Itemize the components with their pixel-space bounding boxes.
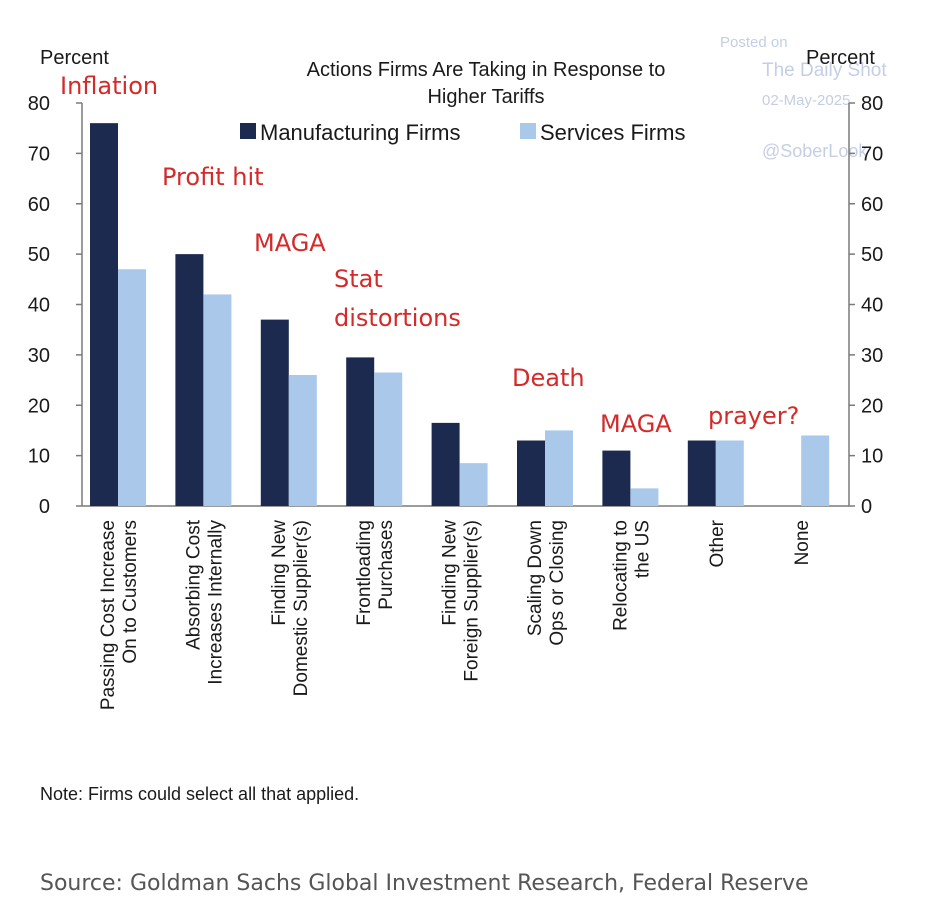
- bar-manufacturing-1: [175, 254, 204, 506]
- left-tick-label: 70: [28, 143, 50, 165]
- category-label-7: Other: [707, 519, 728, 567]
- category-label-line: Ops or Closing: [547, 520, 568, 646]
- annotation-stat-line-1: Stat: [334, 265, 383, 293]
- category-label-2: Finding New Domestic Supplier(s): [269, 520, 312, 697]
- chart-note: Note: Firms could select all that applie…: [40, 784, 359, 804]
- category-label-6: Relocating to the US: [610, 520, 653, 631]
- chart-title-line-2: Higher Tariffs: [427, 86, 544, 108]
- right-axis-unit-label: Percent: [806, 47, 875, 69]
- category-label-line: Finding New: [440, 520, 461, 626]
- legend-swatch-services: [520, 123, 536, 139]
- annotation-stat-line-2: distortions: [334, 304, 461, 332]
- right-tick-label: 50: [861, 244, 883, 266]
- category-label-line: Absorbing Cost: [183, 519, 204, 650]
- bar-services-3: [374, 372, 403, 506]
- bar-services-7: [715, 440, 744, 506]
- annotation-profit-hit: Profit hit: [162, 163, 264, 191]
- category-label-4: Finding New Foreign Supplier(s): [440, 520, 483, 682]
- category-label-line: Relocating to: [610, 520, 631, 631]
- bar-manufacturing-7: [687, 440, 716, 506]
- right-tick-label: 60: [861, 194, 883, 216]
- bar-services-0: [118, 269, 146, 506]
- watermark-date: 02-May-2025: [762, 92, 850, 109]
- bar-manufacturing-4: [431, 422, 460, 506]
- bar-manufacturing-0: [90, 123, 118, 507]
- left-tick-label: 20: [28, 395, 50, 417]
- watermark-source-name: The Daily Shot: [762, 60, 887, 81]
- category-label-line: Scaling Down: [525, 520, 546, 636]
- chart-source: Source: Goldman Sachs Global Investment …: [40, 871, 809, 896]
- right-tick-label: 10: [861, 446, 883, 468]
- left-tick-label: 40: [28, 295, 50, 317]
- category-label-8: None: [792, 520, 813, 565]
- category-label-5: Scaling Down Ops or Closing: [525, 520, 568, 646]
- legend-label-manufacturing: Manufacturing Firms: [260, 120, 461, 145]
- chart-title-line-1: Actions Firms Are Taking in Response to: [307, 59, 666, 81]
- bar-services-1: [203, 294, 232, 506]
- right-tick-label: 30: [861, 345, 883, 367]
- bar-services-4: [459, 463, 488, 506]
- right-tick-label: 40: [861, 295, 883, 317]
- legend-label-services: Services Firms: [540, 120, 685, 145]
- category-label-line: Other: [707, 519, 728, 567]
- annotation-maga-2: MAGA: [600, 410, 672, 438]
- category-label-line: Increases Internally: [205, 520, 226, 685]
- right-tick-label: 70: [861, 143, 883, 165]
- category-label-line: On to Customers: [120, 520, 141, 664]
- category-label-3: Frontloading Purchases: [354, 520, 397, 626]
- category-label-line: None: [792, 520, 813, 565]
- watermark-posted-on: Posted on: [720, 34, 788, 51]
- category-label-line: Frontloading: [354, 520, 375, 626]
- watermark-handle: @SoberLook: [762, 141, 868, 161]
- bar-services-5: [545, 430, 573, 506]
- category-label-0: Passing Cost Increase On to Customers: [98, 520, 141, 710]
- bar-manufacturing-3: [346, 357, 375, 506]
- right-tick-label: 20: [861, 395, 883, 417]
- bar-services-2: [288, 375, 317, 506]
- left-tick-label: 30: [28, 345, 50, 367]
- left-axis-unit-label: Percent: [40, 47, 109, 69]
- category-label-1: Absorbing Cost Increases Internally: [183, 519, 226, 684]
- bar-services-6: [630, 488, 659, 506]
- annotation-maga-1: MAGA: [254, 229, 326, 257]
- bar-services-8: [801, 435, 830, 506]
- right-tick-label: 80: [861, 93, 883, 115]
- annotation-inflation: Inflation: [60, 72, 158, 100]
- category-label-line: the US: [632, 520, 653, 578]
- bar-manufacturing-6: [602, 450, 631, 506]
- category-label-line: Finding New: [269, 520, 290, 626]
- annotation-prayer: prayer?: [708, 402, 799, 430]
- bar-manufacturing-2: [260, 319, 289, 506]
- right-tick-label: 0: [861, 496, 872, 518]
- category-label-line: Passing Cost Increase: [98, 520, 119, 710]
- bar-manufacturing-5: [517, 440, 545, 506]
- left-tick-label: 80: [28, 93, 50, 115]
- category-label-line: Domestic Supplier(s): [291, 520, 312, 696]
- annotation-death: Death: [512, 364, 585, 392]
- category-label-line: Foreign Supplier(s): [462, 520, 483, 682]
- left-tick-label: 50: [28, 244, 50, 266]
- left-tick-label: 10: [28, 446, 50, 468]
- left-tick-label: 60: [28, 194, 50, 216]
- left-tick-label: 0: [39, 496, 50, 518]
- legend-swatch-manufacturing: [240, 123, 256, 139]
- category-label-line: Purchases: [376, 520, 397, 610]
